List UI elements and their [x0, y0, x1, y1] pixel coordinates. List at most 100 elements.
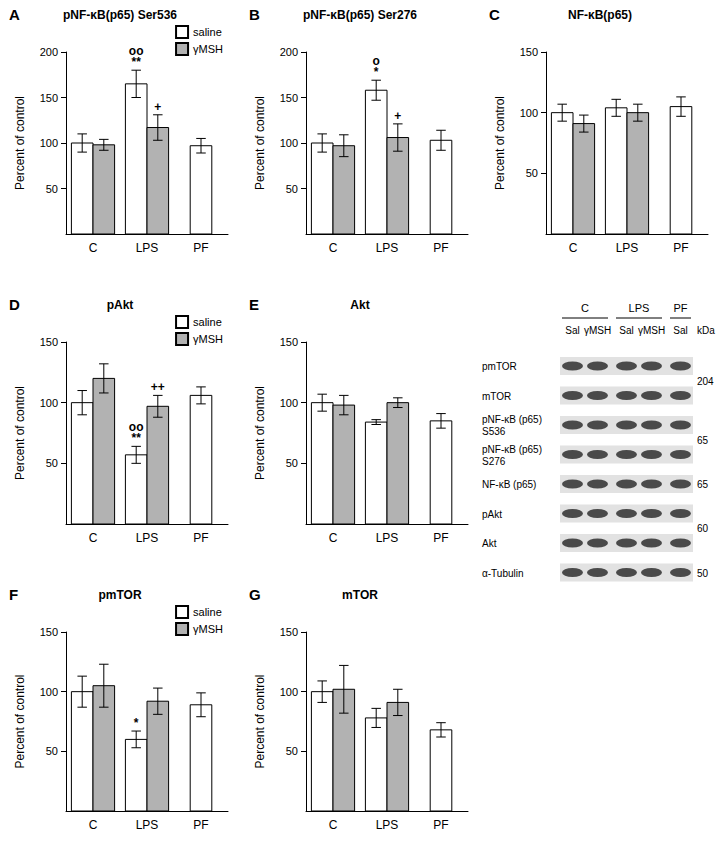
svg-text:G: G	[249, 586, 261, 603]
svg-text:LPS: LPS	[376, 531, 399, 545]
svg-text:LPS: LPS	[136, 818, 159, 832]
svg-text:pmTOR: pmTOR	[98, 588, 141, 602]
svg-text:saline: saline	[193, 26, 222, 38]
svg-text:saline: saline	[193, 316, 222, 328]
svg-text:Akt: Akt	[350, 298, 369, 312]
svg-text:saline: saline	[193, 606, 222, 618]
svg-text:γMSH: γMSH	[193, 43, 223, 55]
svg-text:200: 200	[280, 46, 298, 58]
svg-text:Percent of control: Percent of control	[13, 386, 27, 480]
svg-text:150: 150	[40, 626, 58, 638]
svg-text:γMSH: γMSH	[193, 623, 223, 635]
svg-text:Sal: Sal	[673, 325, 687, 336]
svg-text:Percent of control: Percent of control	[253, 674, 267, 768]
svg-text:A: A	[9, 6, 20, 23]
svg-text:pNF-κB (p65): pNF-κB (p65)	[482, 414, 542, 425]
svg-text:+: +	[394, 109, 401, 123]
svg-text:C: C	[329, 818, 338, 832]
svg-text:150: 150	[40, 92, 58, 104]
svg-text:D: D	[9, 296, 20, 313]
svg-text:α-Tubulin: α-Tubulin	[482, 568, 524, 579]
svg-text:oo: oo	[129, 44, 144, 58]
svg-text:NF-κB (p65): NF-κB (p65)	[482, 479, 536, 490]
svg-text:PF: PF	[673, 302, 687, 314]
svg-text:PF: PF	[433, 241, 448, 255]
svg-text:100: 100	[280, 686, 298, 698]
svg-text:*: *	[134, 716, 139, 730]
svg-text:50: 50	[697, 568, 709, 579]
svg-text:C: C	[569, 241, 578, 255]
svg-text:S536: S536	[482, 426, 506, 437]
svg-text:F: F	[9, 586, 18, 603]
svg-text:50: 50	[46, 745, 58, 757]
svg-text:Akt: Akt	[482, 538, 497, 549]
svg-text:50: 50	[286, 457, 298, 469]
svg-text:50: 50	[46, 183, 58, 195]
svg-text:pmTOR: pmTOR	[482, 361, 517, 372]
svg-text:150: 150	[280, 626, 298, 638]
svg-text:65: 65	[697, 479, 709, 490]
svg-text:pAkt: pAkt	[482, 509, 502, 520]
svg-text:50: 50	[286, 183, 298, 195]
svg-text:C: C	[329, 241, 338, 255]
svg-text:Percent of control: Percent of control	[253, 386, 267, 480]
svg-text:LPS: LPS	[629, 302, 650, 314]
svg-text:B: B	[249, 6, 260, 23]
svg-text:Percent of control: Percent of control	[13, 674, 27, 768]
svg-text:100: 100	[40, 397, 58, 409]
svg-text:Percent of control: Percent of control	[253, 96, 267, 190]
svg-text:65: 65	[697, 435, 709, 446]
svg-text:100: 100	[40, 686, 58, 698]
svg-text:50: 50	[286, 745, 298, 757]
svg-text:150: 150	[520, 46, 538, 58]
svg-text:oo: oo	[129, 420, 144, 434]
svg-text:E: E	[249, 296, 259, 313]
svg-text:LPS: LPS	[376, 241, 399, 255]
svg-text:150: 150	[280, 92, 298, 104]
svg-text:LPS: LPS	[136, 241, 159, 255]
svg-text:γMSH: γMSH	[584, 325, 611, 336]
svg-text:150: 150	[280, 336, 298, 348]
svg-text:LPS: LPS	[136, 531, 159, 545]
svg-text:100: 100	[280, 137, 298, 149]
svg-text:mTOR: mTOR	[482, 391, 511, 402]
svg-text:50: 50	[46, 457, 58, 469]
svg-text:PF: PF	[433, 531, 448, 545]
svg-text:PF: PF	[673, 241, 688, 255]
svg-text:Sal: Sal	[565, 325, 579, 336]
svg-text:+: +	[154, 100, 161, 114]
svg-text:γMSH: γMSH	[638, 325, 665, 336]
svg-text:Percent of control: Percent of control	[13, 96, 27, 190]
svg-text:PF: PF	[193, 241, 208, 255]
svg-text:LPS: LPS	[376, 818, 399, 832]
svg-text:50: 50	[526, 167, 538, 179]
svg-text:C: C	[89, 531, 98, 545]
svg-text:150: 150	[40, 336, 58, 348]
svg-text:NF-κB(p65): NF-κB(p65)	[568, 8, 632, 22]
svg-text:C: C	[489, 6, 500, 23]
svg-text:PF: PF	[193, 818, 208, 832]
svg-text:100: 100	[280, 397, 298, 409]
svg-text:++: ++	[151, 380, 165, 394]
svg-text:PF: PF	[433, 818, 448, 832]
svg-text:mTOR: mTOR	[342, 588, 378, 602]
svg-text:204: 204	[697, 376, 714, 387]
svg-text:pNF-κB(p65) Ser276: pNF-κB(p65) Ser276	[303, 8, 417, 22]
svg-text:100: 100	[520, 107, 538, 119]
svg-text:C: C	[89, 241, 98, 255]
svg-text:LPS: LPS	[616, 241, 639, 255]
svg-text:o: o	[373, 54, 380, 68]
svg-text:γMSH: γMSH	[193, 333, 223, 345]
svg-text:Sal: Sal	[619, 325, 633, 336]
svg-text:Percent of control: Percent of control	[493, 96, 507, 190]
svg-text:200: 200	[40, 46, 58, 58]
svg-text:kDa: kDa	[697, 325, 715, 336]
svg-text:C: C	[581, 302, 589, 314]
svg-text:C: C	[329, 531, 338, 545]
svg-text:pNF-κB(p65) Ser536: pNF-κB(p65) Ser536	[63, 8, 177, 22]
svg-text:100: 100	[40, 137, 58, 149]
svg-text:S276: S276	[482, 456, 506, 467]
svg-text:pNF-κB (p65): pNF-κB (p65)	[482, 444, 542, 455]
svg-text:60: 60	[697, 523, 709, 534]
svg-text:pAkt: pAkt	[107, 298, 134, 312]
